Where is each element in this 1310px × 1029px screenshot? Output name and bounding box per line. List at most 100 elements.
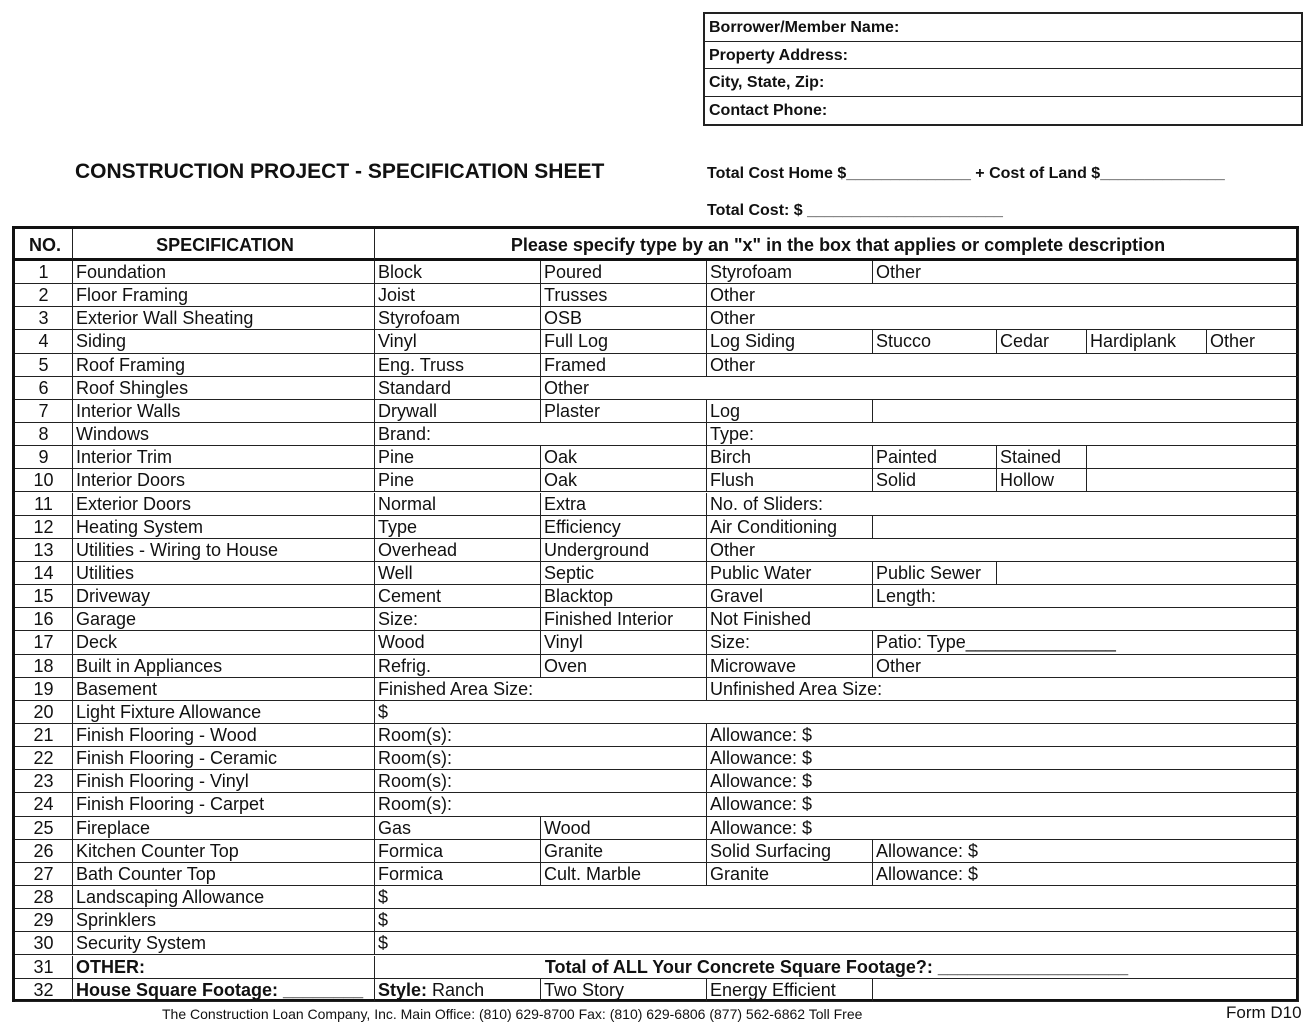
option-box[interactable]: Cult. Marble: [541, 862, 707, 887]
option-box[interactable]: Patio: Type_______________: [873, 631, 1299, 655]
blank-box[interactable]: [873, 399, 1299, 424]
option-box[interactable]: Allowance: $: [707, 793, 1299, 817]
option-box[interactable]: Public Water: [707, 561, 873, 586]
option-box[interactable]: Log Siding: [707, 330, 873, 354]
option-box[interactable]: Type:: [707, 423, 1299, 447]
option-box[interactable]: Air Conditioning: [707, 515, 873, 539]
option-box[interactable]: Septic: [541, 561, 707, 586]
option-box[interactable]: $: [375, 700, 1299, 724]
option-box[interactable]: Other: [873, 654, 1299, 678]
option-box[interactable]: Poured: [541, 261, 707, 285]
option-box[interactable]: Log: [707, 399, 873, 424]
option-box[interactable]: Microwave: [707, 654, 873, 678]
option-box[interactable]: OSB: [541, 307, 707, 331]
option-box[interactable]: Not Finished: [707, 608, 1299, 632]
option-box[interactable]: Other: [541, 376, 1299, 400]
blank-box[interactable]: [873, 515, 1299, 539]
option-box[interactable]: Other: [707, 538, 1299, 562]
option-box[interactable]: Other: [707, 284, 1299, 308]
option-box[interactable]: Drywall: [375, 399, 541, 424]
option-box[interactable]: Oven: [541, 654, 707, 678]
option-box[interactable]: Painted: [873, 446, 997, 470]
option-box[interactable]: Style: Ranch: [375, 978, 541, 1002]
option-box[interactable]: Allowance: $: [707, 724, 1299, 748]
option-box[interactable]: Finished Interior: [541, 608, 707, 632]
option-box[interactable]: Room(s):: [375, 770, 707, 794]
option-box[interactable]: Cement: [375, 585, 541, 609]
option-box[interactable]: Granite: [707, 862, 873, 887]
option-box[interactable]: Type: [375, 515, 541, 539]
option-box[interactable]: Public Sewer: [873, 561, 997, 586]
option-box[interactable]: Cedar: [997, 330, 1087, 354]
total-cost-line[interactable]: Total Cost: $ ______________________: [707, 202, 1003, 219]
option-box[interactable]: No. of Sliders:: [707, 492, 1299, 516]
option-box[interactable]: Gas: [375, 816, 541, 840]
option-box[interactable]: Wood: [375, 631, 541, 655]
option-box[interactable]: Styrofoam: [375, 307, 541, 331]
option-box[interactable]: Gravel: [707, 585, 873, 609]
option-box[interactable]: Solid Surfacing: [707, 839, 873, 863]
option-box[interactable]: Formica: [375, 839, 541, 863]
option-box[interactable]: Room(s):: [375, 724, 707, 748]
option-box[interactable]: Efficiency: [541, 515, 707, 539]
option-box[interactable]: Finished Area Size:: [375, 677, 707, 701]
option-box[interactable]: Extra: [541, 492, 707, 516]
option-box[interactable]: Joist: [375, 284, 541, 308]
option-box[interactable]: Styrofoam: [707, 261, 873, 285]
option-box[interactable]: Well: [375, 561, 541, 586]
option-box[interactable]: Wood: [541, 816, 707, 840]
option-box[interactable]: $: [375, 909, 1299, 933]
option-box[interactable]: Framed: [541, 353, 707, 377]
blank-box[interactable]: [1087, 446, 1299, 470]
option-box[interactable]: Standard: [375, 376, 541, 400]
property-address-field[interactable]: Property Address:: [705, 42, 1301, 69]
option-box[interactable]: Allowance: $: [707, 747, 1299, 771]
option-box[interactable]: Stucco: [873, 330, 997, 354]
option-box[interactable]: Oak: [541, 446, 707, 470]
option-box[interactable]: Stained: [997, 446, 1087, 470]
option-box[interactable]: Full Log: [541, 330, 707, 354]
option-box[interactable]: Other: [873, 261, 1299, 285]
option-box[interactable]: Other: [707, 307, 1299, 331]
option-box[interactable]: Normal: [375, 492, 541, 516]
option-box[interactable]: Total of ALL Your Concrete Square Footag…: [375, 955, 1299, 979]
option-box[interactable]: Allowance: $: [873, 839, 1299, 863]
option-box[interactable]: Refrig.: [375, 654, 541, 678]
option-box[interactable]: Birch: [707, 446, 873, 470]
blank-box[interactable]: [873, 978, 1299, 1002]
contact-phone-field[interactable]: Contact Phone:: [709, 101, 828, 119]
option-box[interactable]: Room(s):: [375, 747, 707, 771]
option-box[interactable]: Unfinished Area Size:: [707, 677, 1299, 701]
option-box[interactable]: Flush: [707, 469, 873, 493]
option-box[interactable]: Allowance: $: [707, 770, 1299, 794]
option-box[interactable]: Brand:: [375, 423, 707, 447]
option-box[interactable]: Length:: [873, 585, 1299, 609]
option-box[interactable]: Underground: [541, 538, 707, 562]
option-box[interactable]: Formica: [375, 862, 541, 887]
option-box[interactable]: $: [375, 886, 1299, 910]
option-box[interactable]: Overhead: [375, 538, 541, 562]
option-box[interactable]: Blacktop: [541, 585, 707, 609]
option-box[interactable]: Plaster: [541, 399, 707, 424]
option-box[interactable]: Trusses: [541, 284, 707, 308]
option-box[interactable]: Oak: [541, 469, 707, 493]
option-box[interactable]: Pine: [375, 446, 541, 470]
city-state-zip-field[interactable]: City, State, Zip:: [705, 69, 1301, 97]
option-box[interactable]: Granite: [541, 839, 707, 863]
option-box[interactable]: $: [375, 932, 1299, 956]
option-box[interactable]: Solid: [873, 469, 997, 493]
option-box[interactable]: Eng. Truss: [375, 353, 541, 377]
option-box[interactable]: Room(s):: [375, 793, 707, 817]
option-box[interactable]: Hardiplank: [1087, 330, 1207, 354]
option-box[interactable]: Other: [707, 353, 1299, 377]
borrower-name-field[interactable]: Borrower/Member Name:: [705, 14, 1301, 42]
total-cost-home-line[interactable]: Total Cost Home $______________ + Cost o…: [707, 165, 1225, 182]
option-box[interactable]: Pine: [375, 469, 541, 493]
option-box[interactable]: Block: [375, 261, 541, 285]
option-box[interactable]: Allowance: $: [707, 816, 1299, 840]
option-box[interactable]: Other: [1207, 330, 1299, 354]
option-box[interactable]: Allowance: $: [873, 862, 1299, 887]
option-box[interactable]: Energy Efficient: [707, 978, 873, 1002]
option-box[interactable]: Size:: [707, 631, 873, 655]
blank-box[interactable]: [997, 561, 1299, 586]
